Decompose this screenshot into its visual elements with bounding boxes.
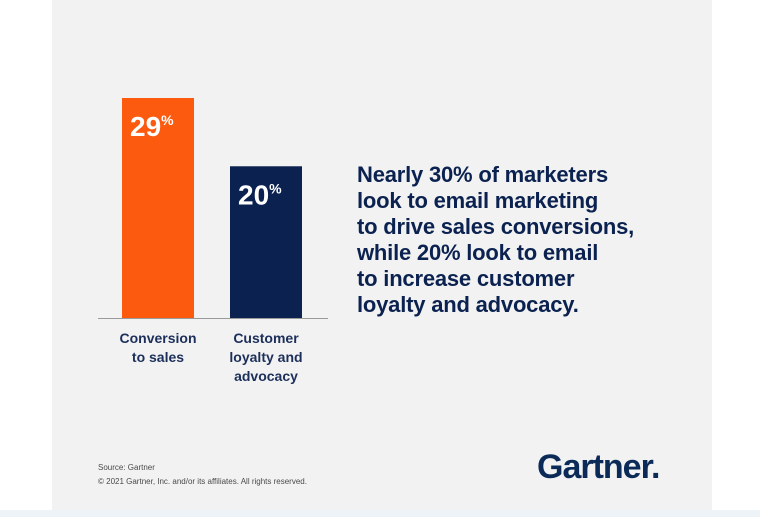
category-label-line: Customer [233, 330, 299, 346]
category-label-line: advocacy [234, 368, 298, 384]
bar [230, 166, 302, 318]
headline-line: to increase customer [357, 266, 575, 291]
headline-line: Nearly 30% of marketers [357, 162, 608, 187]
headline-line: while 20% look to email [357, 240, 599, 265]
headline: Nearly 30% of marketers look to email ma… [357, 162, 697, 318]
headline-line: to drive sales conversions, [357, 214, 635, 239]
percent-sign: % [269, 180, 282, 196]
category-label-line: loyalty and [229, 349, 303, 365]
headline-line: look to email marketing [357, 188, 599, 213]
percent-sign: % [161, 112, 174, 128]
headline-line: loyalty and advocacy. [357, 292, 579, 317]
page-bottom-strip [0, 510, 760, 517]
category-label-line: to sales [131, 349, 185, 365]
category-label: Conversion to sales [103, 329, 213, 367]
category-label: Customer loyalty and advocacy [211, 329, 321, 386]
copyright-note: © 2021 Gartner, Inc. and/or its affiliat… [98, 477, 307, 486]
source-note: Source: Gartner [98, 463, 155, 472]
gartner-logo: Gartner. [537, 448, 660, 486]
bar [122, 98, 194, 318]
category-label-line: Conversion [119, 330, 197, 346]
